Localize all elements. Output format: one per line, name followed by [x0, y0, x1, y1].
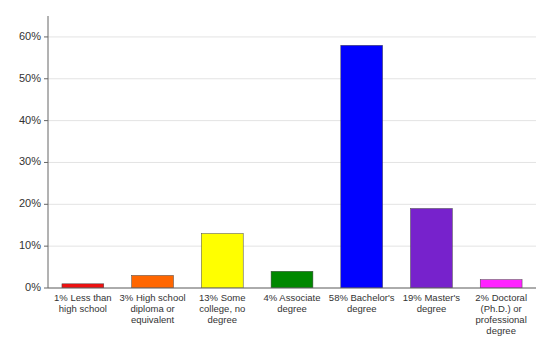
bar	[341, 45, 383, 288]
y-tick	[44, 288, 48, 289]
chart-svg: 0% 10% 20% 30% 40% 50% 60% 1% Less thanhigh sch…	[0, 0, 550, 350]
bars	[62, 45, 522, 288]
x-tick-label-line: (Ph.D.) or	[481, 303, 522, 314]
grid-line	[48, 78, 536, 79]
bar	[271, 271, 313, 288]
grid-line	[48, 162, 536, 163]
grid-line	[48, 246, 536, 247]
y-tick-label: 40%	[19, 114, 41, 126]
y-tick	[44, 120, 48, 121]
x-tick-label-line: high school	[59, 303, 107, 314]
y-tick-label: 30%	[19, 155, 41, 167]
x-axis-line	[48, 288, 536, 289]
y-tick	[44, 78, 48, 79]
chart-container: 0% 10% 20% 30% 40% 50% 60% 1% Less thanhigh sch…	[0, 0, 550, 350]
y-axis: 0% 10% 20% 30% 40% 50% 60%	[19, 16, 48, 293]
bar	[132, 275, 174, 288]
y-tick	[44, 204, 48, 205]
y-tick-label: 60%	[19, 30, 41, 42]
x-tick-label-line: 4% Associate	[263, 292, 320, 303]
x-tick-label: 3% High schooldiploma orequivalent	[120, 292, 186, 325]
x-tick-label-line: 2% Doctoral	[475, 292, 527, 303]
x-tick-label-line: professional	[476, 314, 527, 325]
x-tick-label: 19% Master'sdegree	[403, 292, 461, 314]
x-tick-label: 58% Bachelor'sdegree	[329, 292, 395, 314]
x-tick-label-line: degree	[347, 303, 377, 314]
x-tick-label: 1% Less thanhigh school	[54, 292, 112, 314]
y-tick-label: 50%	[19, 72, 41, 84]
y-tick	[44, 36, 48, 37]
bar	[201, 234, 243, 288]
y-tick-label: 0%	[25, 281, 41, 293]
x-tick-label-line: diploma or	[130, 303, 174, 314]
y-tick	[44, 162, 48, 163]
grid-line	[48, 288, 536, 289]
bar	[62, 284, 104, 288]
x-tick-label-line: 19% Master's	[403, 292, 461, 303]
grid-line	[48, 36, 536, 37]
x-tick-label-line: 1% Less than	[54, 292, 112, 303]
x-tick-label-line: degree	[417, 303, 447, 314]
bar	[411, 208, 453, 288]
x-tick-label-line: 3% High school	[120, 292, 186, 303]
y-axis-line	[48, 16, 49, 288]
x-tick-label: 4% Associatedegree	[263, 292, 320, 314]
x-tick-label: 2% Doctoral(Ph.D.) orprofessionaldegree	[475, 292, 527, 336]
grid	[48, 37, 536, 288]
y-tick-label: 10%	[19, 239, 41, 251]
bar	[480, 280, 522, 288]
x-tick-label-line: degree	[207, 314, 237, 325]
x-tick-label-line: degree	[277, 303, 307, 314]
x-tick-label-line: college, no	[199, 303, 245, 314]
y-tick-label: 20%	[19, 197, 41, 209]
grid-line	[48, 120, 536, 121]
x-tick-label-line: equivalent	[131, 314, 175, 325]
x-tick-label: 13% Somecollege, nodegree	[199, 292, 245, 325]
grid-line	[48, 204, 536, 205]
y-tick	[44, 246, 48, 247]
x-axis: 1% Less thanhigh school 3% High schooldip…	[54, 292, 527, 336]
x-tick-label-line: 58% Bachelor's	[329, 292, 395, 303]
x-tick-label-line: degree	[486, 325, 516, 336]
x-tick-label-line: 13% Some	[199, 292, 245, 303]
